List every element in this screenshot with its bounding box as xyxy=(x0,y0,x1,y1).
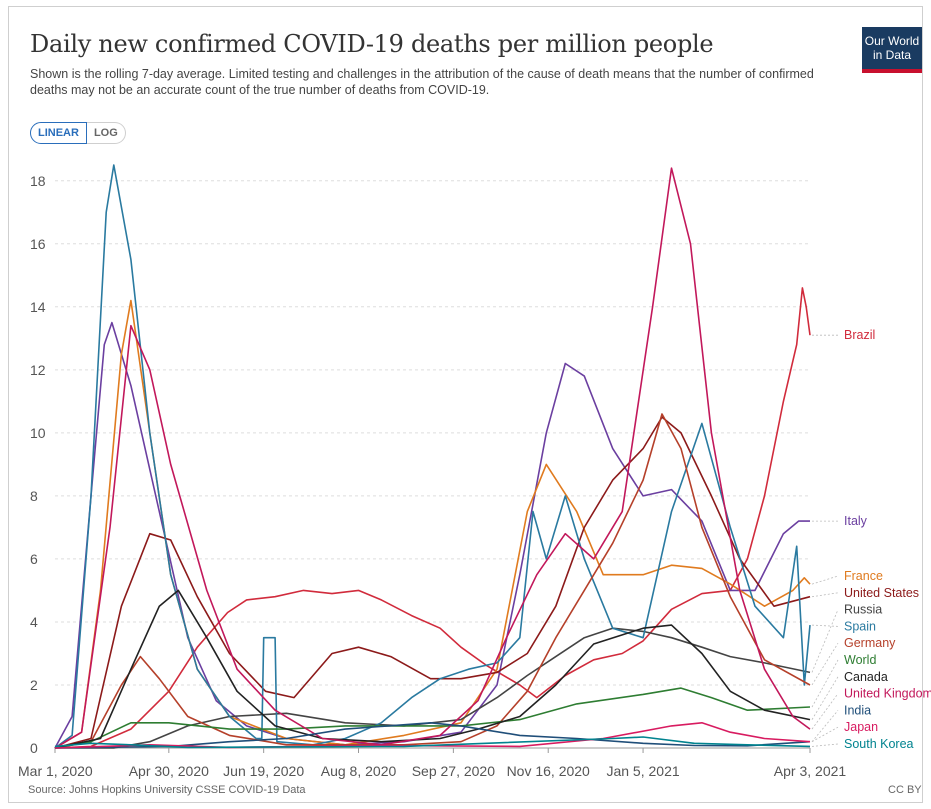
series-label[interactable]: United Kingdom xyxy=(844,687,931,701)
y-tick-label: 6 xyxy=(30,551,38,567)
x-tick-label: Aug 8, 2020 xyxy=(321,763,397,779)
series-line-india[interactable] xyxy=(54,722,811,749)
license-link[interactable]: CC BY xyxy=(888,784,922,796)
series-label[interactable]: Italy xyxy=(844,514,868,528)
series-label[interactable]: Japan xyxy=(844,720,878,734)
y-tick-label: 16 xyxy=(30,236,46,252)
series-label[interactable]: World xyxy=(844,653,876,667)
y-tick-label: 0 xyxy=(30,740,38,756)
label-connector xyxy=(811,726,839,743)
series-label[interactable]: Canada xyxy=(844,670,888,684)
series-label[interactable]: Russia xyxy=(844,603,882,617)
label-connector xyxy=(811,609,839,673)
series-line-brazil[interactable] xyxy=(54,287,811,749)
series-line-spain[interactable] xyxy=(54,164,811,749)
series-line-united-states[interactable] xyxy=(54,416,811,749)
series-labels: Brazil Italy France United States Russia Spai… xyxy=(811,328,931,751)
series-line-russia[interactable] xyxy=(55,627,811,749)
label-connector xyxy=(811,659,839,708)
series-line-germany[interactable] xyxy=(54,413,811,749)
x-axis: Mar 1, 2020 Apr 30, 2020 Jun 19, 2020 Aug 8… xyxy=(18,747,847,779)
x-tick-label: Apr 30, 2020 xyxy=(129,763,209,779)
scale-toggle: LINEAR LOG xyxy=(30,122,126,144)
series-line-world[interactable] xyxy=(54,687,811,749)
x-tick-label: Jun 19, 2020 xyxy=(223,763,304,779)
y-axis-ticks: 0 2 4 6 8 10 12 14 16 18 xyxy=(30,173,46,756)
series-lines xyxy=(54,164,811,749)
label-connector xyxy=(811,642,839,686)
logo-line-2: in Data xyxy=(872,48,912,62)
label-connector xyxy=(811,743,839,747)
logo-line-1: Our World xyxy=(864,34,920,48)
series-label[interactable]: India xyxy=(844,703,871,717)
y-tick-label: 12 xyxy=(30,362,46,378)
y-tick-label: 8 xyxy=(30,488,38,504)
series-label[interactable]: Brazil xyxy=(844,328,875,342)
y-tick-label: 18 xyxy=(30,173,46,189)
y-tick-label: 10 xyxy=(30,425,46,441)
x-tick-label: Nov 16, 2020 xyxy=(507,763,590,779)
label-connector xyxy=(811,624,839,627)
label-connector xyxy=(811,693,839,730)
series-line-canada[interactable] xyxy=(54,589,811,749)
series-label[interactable]: United States xyxy=(844,586,919,600)
linear-scale-button[interactable]: LINEAR xyxy=(30,122,87,144)
series-line-united-kingdom[interactable] xyxy=(54,167,811,749)
logo-accent-bar xyxy=(862,69,922,73)
label-connector xyxy=(811,710,839,742)
label-connector xyxy=(811,592,839,598)
series-label[interactable]: Germany xyxy=(844,636,896,650)
x-tick-label: Sep 27, 2020 xyxy=(412,763,496,779)
source-note: Source: Johns Hopkins University CSSE CO… xyxy=(28,784,306,796)
x-tick-label: Jan 5, 2021 xyxy=(606,763,679,779)
series-label[interactable]: France xyxy=(844,569,883,583)
owid-logo[interactable]: Our World in Data xyxy=(862,27,922,73)
label-connector xyxy=(811,676,839,720)
series-label[interactable]: South Korea xyxy=(844,737,914,751)
y-tick-label: 2 xyxy=(30,677,38,693)
x-tick-label: Mar 1, 2020 xyxy=(18,763,93,779)
x-tick-label: Apr 3, 2021 xyxy=(774,763,847,779)
y-tick-label: 4 xyxy=(30,614,38,630)
chart-subtitle: Shown is the rolling 7-day average. Limi… xyxy=(30,67,814,97)
series-label[interactable]: Spain xyxy=(844,619,876,633)
chart-title: Daily new confirmed COVID-19 deaths per … xyxy=(30,30,714,58)
label-connector xyxy=(811,575,839,585)
series-line-south-korea[interactable] xyxy=(54,736,811,749)
series-line-france[interactable] xyxy=(54,299,811,749)
y-tick-label: 14 xyxy=(30,299,46,315)
log-scale-button[interactable]: LOG xyxy=(86,122,126,144)
